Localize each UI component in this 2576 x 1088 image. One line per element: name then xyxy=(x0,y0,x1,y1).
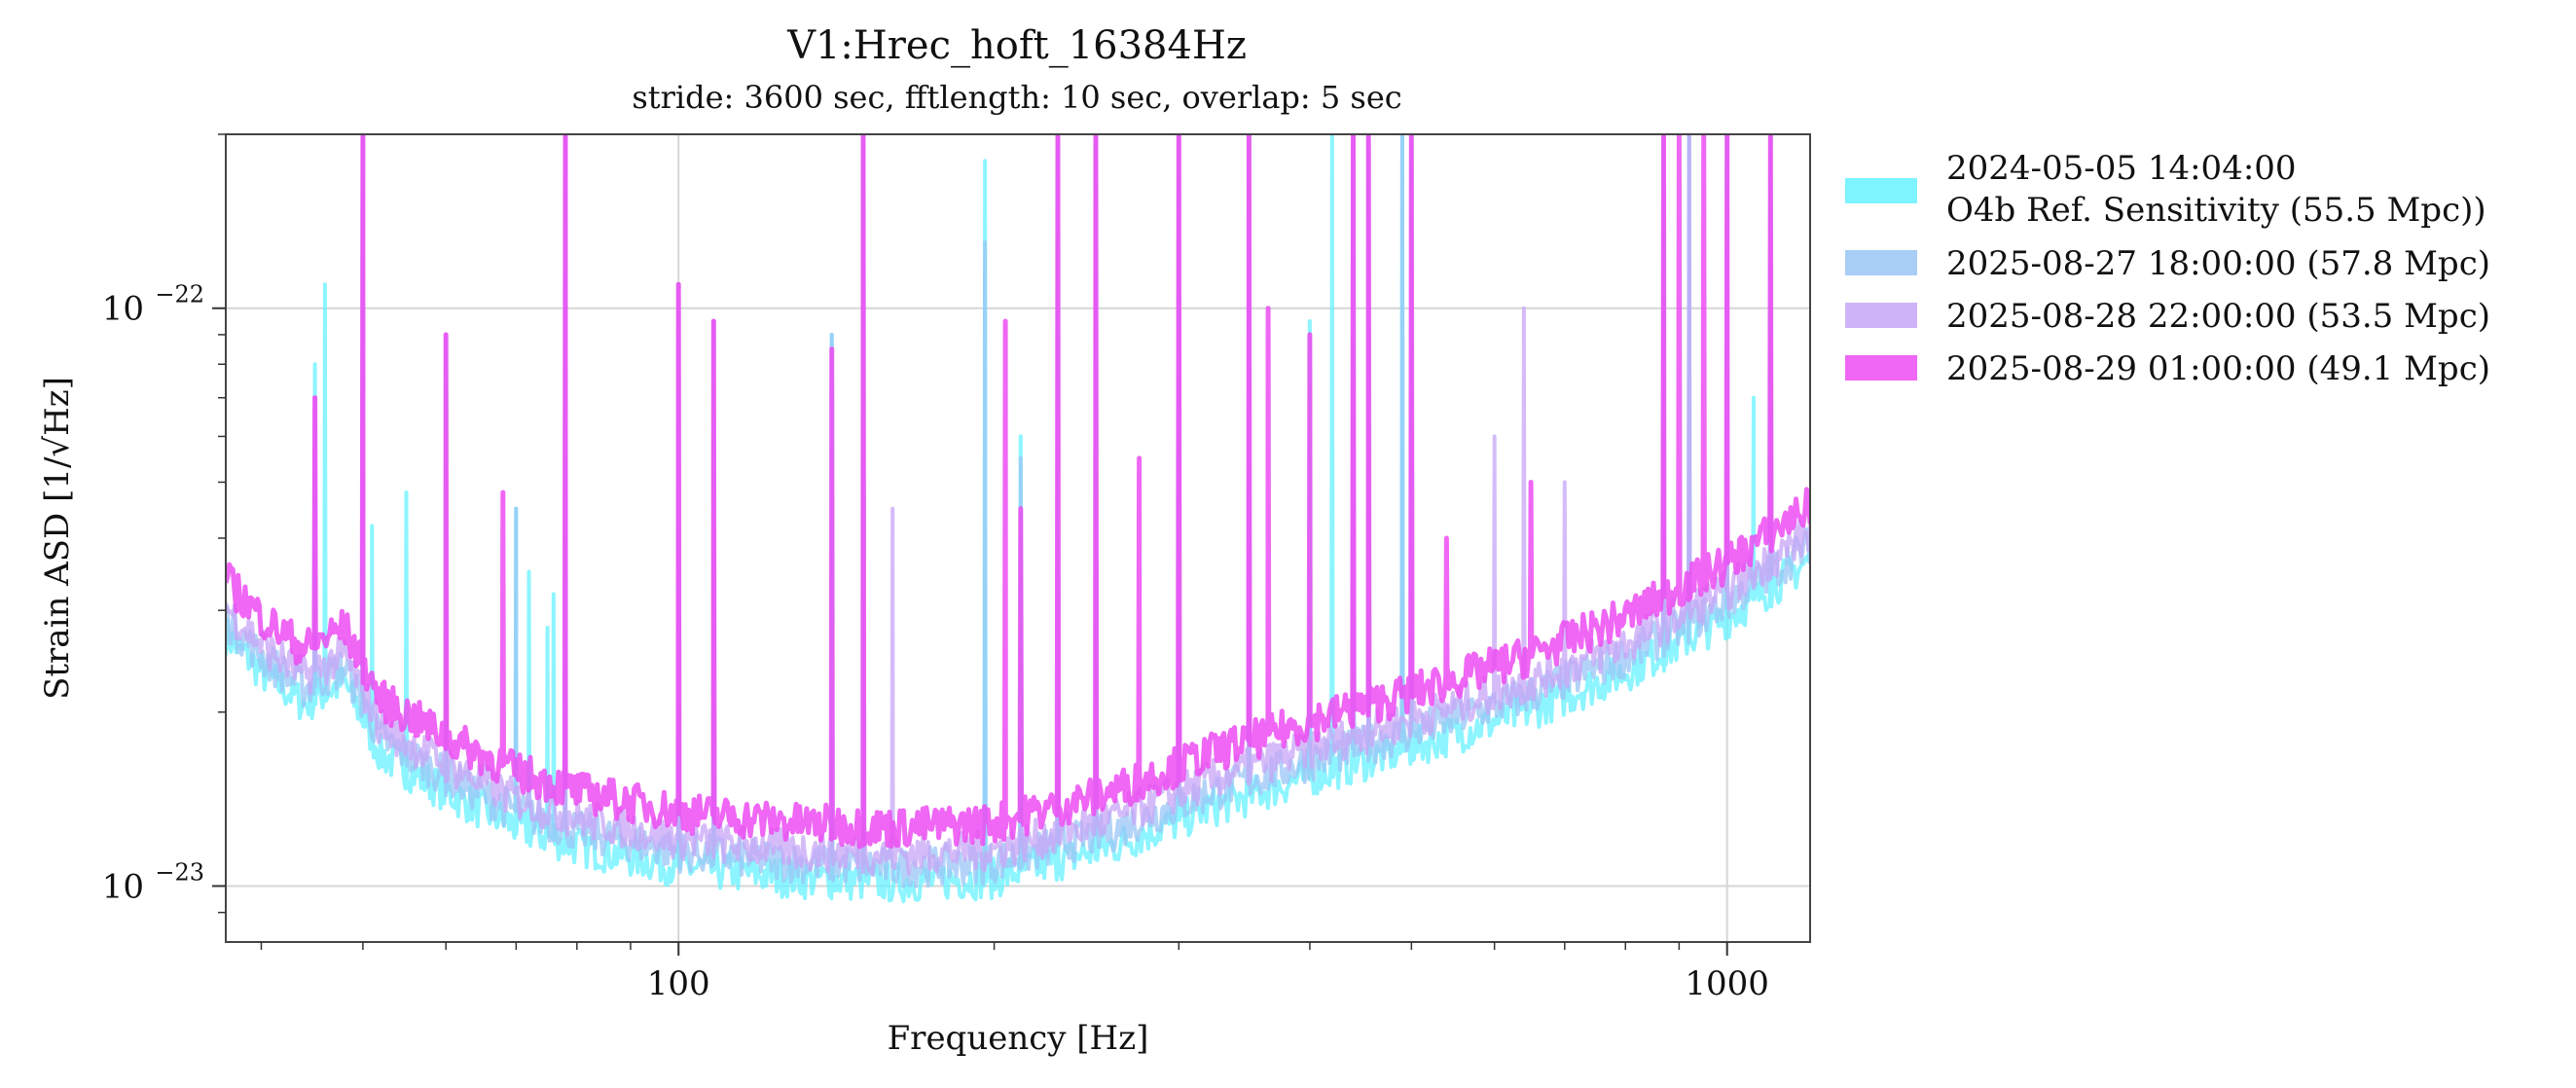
axis-ticks xyxy=(212,133,1728,956)
legend-label-3: 2025-08-28 22:00:00 (53.5 Mpc) xyxy=(1946,297,2490,336)
legend-label-2: 2025-08-27 18:00:00 (57.8 Mpc) xyxy=(1946,244,2490,283)
legend-swatch-2 xyxy=(1845,250,1917,275)
legend-swatch-4 xyxy=(1845,355,1917,381)
series-line-3 xyxy=(226,134,1810,877)
y-tick-exponent: −23 xyxy=(155,858,204,886)
y-tick-label: 10 −23 xyxy=(102,858,204,906)
legend-label-1-line2: O4b Ref. Sensitivity (55.5 Mpc)) xyxy=(1946,191,2486,230)
series-group xyxy=(226,134,1810,904)
chart-subtitle: stride: 3600 sec, fftlength: 10 sec, ove… xyxy=(632,79,1401,116)
legend-swatch-1 xyxy=(1845,178,1917,203)
y-axis-label: Strain ASD [1/√Hz] xyxy=(38,377,77,700)
y-tick-label: 10 −22 xyxy=(102,281,204,329)
chart-title: V1:Hrec_hoft_16384Hz xyxy=(786,23,1247,68)
legend-label-4: 2025-08-29 01:00:00 (49.1 Mpc) xyxy=(1946,349,2490,388)
legend-swatch-3 xyxy=(1845,303,1917,328)
y-tick-exponent: −22 xyxy=(155,281,204,308)
series-line-4 xyxy=(226,134,1810,850)
x-tick-label: 1000 xyxy=(1685,964,1769,1003)
x-tick-label: 100 xyxy=(647,964,710,1003)
x-axis-label: Frequency [Hz] xyxy=(888,1019,1149,1058)
legend-label-1: 2024-05-05 14:04:00 xyxy=(1946,149,2297,188)
